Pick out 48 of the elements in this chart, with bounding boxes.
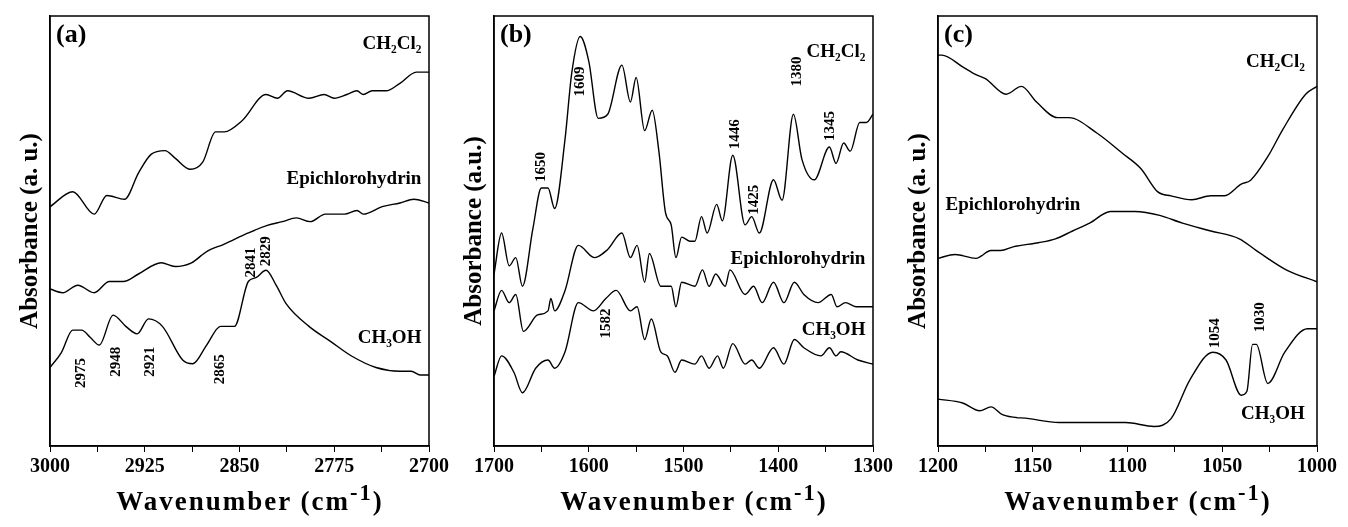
x-axis-title: Wavenumber (cm$^{-1}$): [1003, 479, 1272, 518]
x-tick-label: 1700: [474, 454, 514, 477]
series-label: CH₂Cl₂: [1245, 49, 1306, 71]
series-label: Epichlorohydrin: [730, 246, 866, 268]
x-tick-label: 1300: [853, 454, 893, 477]
x-tick-label: 2925: [124, 454, 165, 477]
annotation: 1650: [532, 152, 549, 182]
x-tick-label: 2700: [409, 454, 449, 477]
annotation: 1030: [1251, 302, 1268, 333]
annotation: 1054: [1205, 317, 1222, 349]
y-axis-title: Absorbance (a. u.): [903, 133, 932, 329]
x-tick-label: 2775: [314, 454, 355, 477]
y-axis-title: Absorbance (a.u.): [459, 136, 488, 326]
x-tick-label: 1000: [1297, 454, 1337, 477]
series-label: CH₃OH: [357, 326, 422, 348]
annotation: 1446: [725, 118, 742, 150]
annotation: 2948: [106, 346, 123, 377]
x-tick-label: 3000: [30, 454, 70, 477]
x-tick-label: 1050: [1202, 454, 1243, 477]
x-tick-label: 1500: [663, 454, 704, 477]
chart-title: (b): [500, 18, 532, 48]
annotation: 2841: [241, 247, 258, 278]
x-tick-label: 1150: [1013, 454, 1053, 477]
annotation: 2865: [211, 354, 228, 385]
series-label: CH₃OH: [1241, 401, 1306, 423]
series-label: CH₂Cl₂: [362, 31, 422, 53]
annotation: 1380: [788, 56, 805, 87]
x-tick-label: 1400: [758, 454, 799, 477]
annotation: 1582: [596, 308, 613, 339]
x-tick-label: 1200: [918, 454, 958, 477]
annotation: 2921: [140, 346, 157, 377]
chart-title: (c): [944, 18, 973, 48]
series-label: Epichlorohydrin: [945, 193, 1081, 215]
text: CH₂Cl₂: [806, 40, 866, 62]
annotation: 1425: [745, 184, 762, 215]
series-label: Epichlorohydrin: [286, 167, 422, 189]
annotation: 1609: [571, 66, 588, 97]
annotation: 1345: [821, 111, 838, 142]
x-tick-label: 2850: [219, 454, 260, 477]
y-axis-title: Absorbance (a. u.): [15, 133, 44, 329]
x-tick-label: 1100: [1108, 454, 1147, 477]
annotation: 2829: [256, 236, 273, 267]
series-label: CH₃OH: [801, 317, 866, 339]
x-tick-label: 1600: [568, 454, 609, 477]
x-axis-title: Wavenumber (cm$^{-1}$): [115, 479, 384, 518]
chart-title: (a): [56, 18, 87, 48]
x-axis-title: Wavenumber (cm$^{-1}$): [559, 479, 828, 518]
annotation: 2975: [72, 358, 89, 389]
